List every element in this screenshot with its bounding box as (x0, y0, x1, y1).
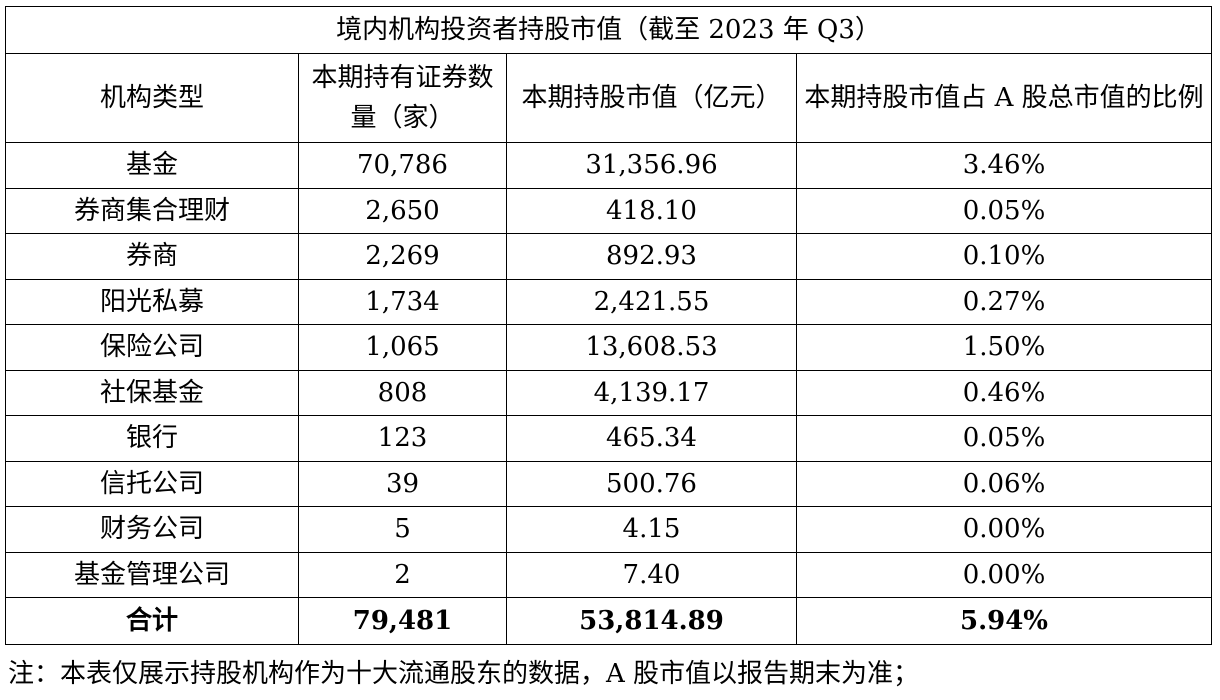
investor-holdings-table-wrapper: 境内机构投资者持股市值（截至 2023 年 Q3） 机构类型 本期持有证券数量（… (4, 6, 1213, 645)
cell-market-value: 465.34 (506, 415, 797, 462)
cell-institution-type: 保险公司 (5, 324, 299, 371)
total-cell-market-value: 53,814.89 (506, 597, 797, 645)
header-market-value-ratio: 本期持股市值占 A 股总市值的比例 (795, 53, 1213, 143)
table-row: 保险公司 1,065 13,608.53 1.50% (5, 324, 1213, 371)
cell-holding-count: 1,065 (298, 324, 507, 371)
cell-market-value: 4.15 (506, 506, 797, 553)
cell-institution-type: 基金管理公司 (5, 551, 299, 598)
cell-holding-count: 1,734 (298, 278, 507, 325)
table-total-row: 合计 79,481 53,814.89 5.94% (5, 597, 1213, 645)
total-cell-holding-count: 79,481 (298, 597, 507, 645)
cell-market-value: 418.10 (506, 187, 797, 234)
header-market-value: 本期持股市值（亿元） (506, 53, 797, 143)
cell-market-value-ratio: 3.46% (795, 142, 1213, 189)
table-row: 基金 70,786 31,356.96 3.46% (5, 142, 1213, 189)
table-row: 财务公司 5 4.15 0.00% (5, 506, 1213, 553)
cell-holding-count: 70,786 (298, 142, 507, 189)
cell-market-value-ratio: 0.27% (795, 278, 1213, 325)
cell-market-value-ratio: 0.00% (795, 551, 1213, 598)
header-institution-type: 机构类型 (5, 53, 299, 143)
cell-market-value: 4,139.17 (506, 369, 797, 416)
table-row: 券商集合理财 2,650 418.10 0.05% (5, 187, 1213, 234)
cell-market-value: 892.93 (506, 233, 797, 280)
cell-holding-count: 2,269 (298, 233, 507, 280)
table-footnote: 注：本表仅展示持股机构作为十大流通股东的数据，A 股市值以报告期末为准； (8, 659, 920, 689)
investor-holdings-table: 境内机构投资者持股市值（截至 2023 年 Q3） 机构类型 本期持有证券数量（… (4, 6, 1213, 645)
cell-holding-count: 5 (298, 506, 507, 553)
cell-holding-count: 808 (298, 369, 507, 416)
cell-market-value: 7.40 (506, 551, 797, 598)
cell-holding-count: 2,650 (298, 187, 507, 234)
cell-market-value-ratio: 0.46% (795, 369, 1213, 416)
header-holding-count: 本期持有证券数量（家） (298, 53, 507, 143)
cell-market-value-ratio: 0.06% (795, 460, 1213, 507)
cell-institution-type: 券商集合理财 (5, 187, 299, 234)
cell-market-value-ratio: 0.10% (795, 233, 1213, 280)
cell-institution-type: 财务公司 (5, 506, 299, 553)
cell-market-value: 2,421.55 (506, 278, 797, 325)
cell-market-value: 13,608.53 (506, 324, 797, 371)
total-cell-institution-type: 合计 (5, 597, 299, 645)
table-title: 境内机构投资者持股市值（截至 2023 年 Q3） (4, 6, 1213, 54)
cell-market-value: 500.76 (506, 460, 797, 507)
cell-market-value: 31,356.96 (506, 142, 797, 189)
cell-market-value-ratio: 0.05% (795, 187, 1213, 234)
cell-holding-count: 123 (298, 415, 507, 462)
table-title-row: 境内机构投资者持股市值（截至 2023 年 Q3） (4, 6, 1213, 54)
table-row: 券商 2,269 892.93 0.10% (5, 233, 1213, 280)
table-row: 信托公司 39 500.76 0.06% (5, 460, 1213, 507)
table-row: 阳光私募 1,734 2,421.55 0.27% (5, 278, 1213, 325)
cell-institution-type: 阳光私募 (5, 278, 299, 325)
cell-institution-type: 券商 (5, 233, 299, 280)
cell-holding-count: 39 (298, 460, 507, 507)
cell-holding-count: 2 (298, 551, 507, 598)
cell-institution-type: 银行 (5, 415, 299, 462)
cell-market-value-ratio: 1.50% (795, 324, 1213, 371)
total-cell-market-value-ratio: 5.94% (795, 597, 1213, 645)
table-row: 基金管理公司 2 7.40 0.00% (5, 551, 1213, 598)
table-row: 银行 123 465.34 0.05% (5, 415, 1213, 462)
cell-market-value-ratio: 0.00% (795, 506, 1213, 553)
table-header-row: 机构类型 本期持有证券数量（家） 本期持股市值（亿元） 本期持股市值占 A 股总… (5, 53, 1213, 143)
cell-institution-type: 社保基金 (5, 369, 299, 416)
cell-institution-type: 基金 (5, 142, 299, 189)
cell-market-value-ratio: 0.05% (795, 415, 1213, 462)
cell-institution-type: 信托公司 (5, 460, 299, 507)
table-row: 社保基金 808 4,139.17 0.46% (5, 369, 1213, 416)
